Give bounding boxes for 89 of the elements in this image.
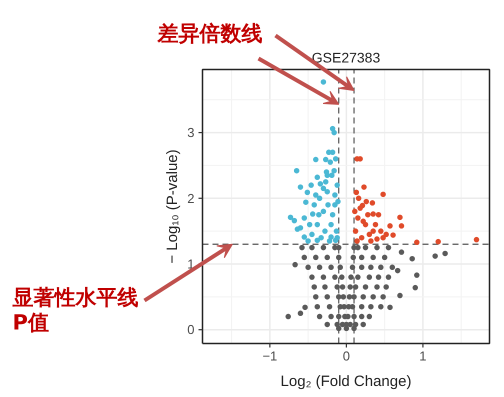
point bbox=[334, 182, 340, 188]
point bbox=[329, 172, 335, 178]
point bbox=[360, 218, 366, 224]
x-tick-label: −1 bbox=[262, 348, 278, 364]
point bbox=[370, 228, 376, 234]
point bbox=[331, 130, 337, 136]
point bbox=[380, 192, 386, 198]
point bbox=[320, 79, 326, 85]
point bbox=[298, 225, 304, 231]
point bbox=[326, 238, 332, 244]
point bbox=[376, 212, 382, 218]
point bbox=[322, 228, 328, 234]
point bbox=[311, 202, 317, 208]
point bbox=[358, 234, 364, 240]
point bbox=[334, 228, 340, 234]
point bbox=[318, 181, 324, 187]
point bbox=[370, 200, 376, 206]
point bbox=[414, 240, 420, 246]
point bbox=[320, 186, 326, 192]
annotation: 差异倍数线 bbox=[156, 22, 262, 46]
point bbox=[352, 208, 358, 214]
point bbox=[316, 196, 322, 202]
chart-title: GSE27383 bbox=[312, 50, 380, 66]
point bbox=[334, 234, 340, 240]
point bbox=[331, 168, 337, 174]
point bbox=[398, 223, 404, 229]
point bbox=[332, 156, 338, 162]
point bbox=[361, 184, 367, 190]
point bbox=[380, 234, 386, 240]
point bbox=[378, 228, 384, 234]
point bbox=[435, 238, 441, 244]
point bbox=[298, 184, 304, 190]
point bbox=[325, 202, 331, 208]
point bbox=[320, 208, 326, 214]
point bbox=[332, 192, 338, 198]
x-tick-label: 1 bbox=[419, 348, 427, 364]
point bbox=[354, 190, 360, 196]
x-axis-title: Log₂ (Fold Change) bbox=[280, 373, 412, 390]
annotation: 显著性水平线 P值 bbox=[12, 286, 138, 334]
point bbox=[390, 232, 396, 238]
point bbox=[302, 215, 308, 221]
point bbox=[335, 198, 341, 204]
point bbox=[330, 212, 336, 218]
point bbox=[314, 174, 320, 180]
point bbox=[383, 232, 389, 238]
point bbox=[365, 212, 371, 218]
point bbox=[314, 238, 320, 244]
y-tick-label: 0 bbox=[187, 322, 195, 338]
point bbox=[288, 214, 294, 220]
point bbox=[313, 192, 319, 198]
point bbox=[309, 232, 315, 238]
point bbox=[355, 215, 361, 221]
point bbox=[328, 222, 334, 228]
point bbox=[322, 156, 328, 162]
point bbox=[387, 223, 393, 229]
point bbox=[306, 222, 312, 228]
y-tick-label: 3 bbox=[187, 125, 195, 140]
point bbox=[292, 218, 298, 224]
point bbox=[372, 222, 378, 228]
point bbox=[356, 196, 362, 202]
point bbox=[354, 238, 360, 244]
y-axis-title: − Log₁₀ (P-value) bbox=[164, 149, 181, 264]
point bbox=[308, 182, 314, 188]
y-tick-label: 2 bbox=[187, 190, 195, 206]
point bbox=[314, 222, 320, 228]
point bbox=[368, 238, 374, 244]
point bbox=[318, 234, 324, 240]
point bbox=[304, 190, 310, 196]
point bbox=[366, 232, 372, 238]
point bbox=[324, 188, 330, 194]
point bbox=[364, 198, 370, 204]
point bbox=[302, 234, 308, 240]
point bbox=[374, 236, 380, 242]
point bbox=[324, 169, 330, 175]
point bbox=[357, 205, 363, 211]
point bbox=[474, 236, 480, 242]
point bbox=[303, 199, 309, 205]
x-tick-label: 0 bbox=[342, 348, 350, 364]
point bbox=[310, 211, 316, 217]
point bbox=[397, 214, 403, 220]
point bbox=[352, 228, 358, 234]
point bbox=[313, 156, 319, 162]
point bbox=[322, 179, 328, 185]
point bbox=[328, 159, 334, 165]
point bbox=[332, 202, 338, 208]
point bbox=[305, 238, 311, 244]
point bbox=[370, 211, 376, 217]
point bbox=[316, 212, 322, 218]
point bbox=[294, 168, 300, 174]
